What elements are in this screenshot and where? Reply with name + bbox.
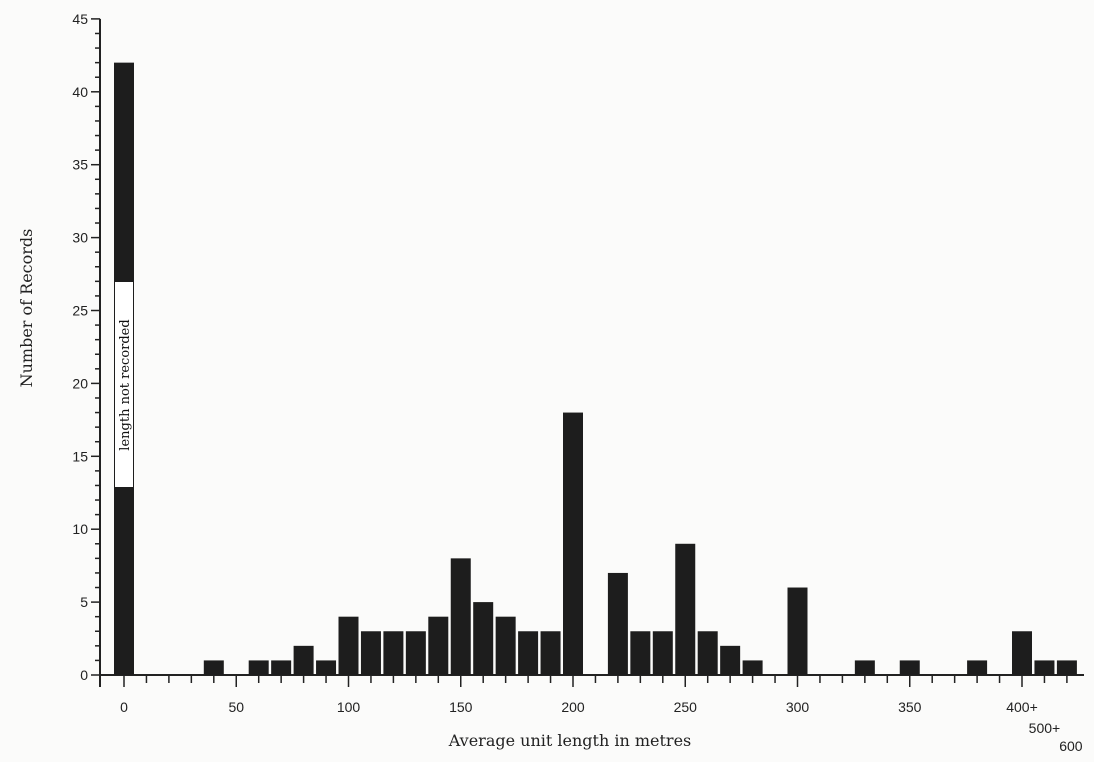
- x-tick-label: 600: [1059, 738, 1083, 754]
- bar: [630, 631, 651, 675]
- y-tick-label: 35: [72, 157, 88, 173]
- annotation-group: length not recorded: [115, 282, 133, 487]
- y-tick-label: 15: [72, 448, 88, 464]
- bar: [338, 616, 359, 675]
- bar: [271, 660, 292, 675]
- x-tick-label: 0: [120, 699, 128, 715]
- annotation-label: length not recorded: [118, 319, 133, 450]
- bar: [899, 660, 920, 675]
- x-tick-label: 150: [449, 699, 473, 715]
- bar: [495, 616, 516, 675]
- bar: [518, 631, 539, 675]
- x-tick-label: 250: [674, 699, 698, 715]
- y-tick-label: 25: [72, 303, 88, 319]
- bar: [675, 543, 696, 675]
- bar: [293, 645, 314, 675]
- bar: [383, 631, 404, 675]
- bar: [742, 660, 763, 675]
- bar: [787, 587, 808, 675]
- bar: [316, 660, 337, 675]
- y-tick-label: 20: [72, 375, 88, 391]
- x-axis: 0 50 100 150 200 250 300 350 400+ 500+ 600: [100, 674, 1084, 754]
- bar: [967, 660, 988, 675]
- bar: [1034, 660, 1055, 675]
- bar: [607, 572, 628, 675]
- bar: [360, 631, 381, 675]
- y-tick-label: 45: [72, 11, 88, 27]
- y-tick-label: 0: [80, 667, 88, 683]
- x-axis-title: Average unit length in metres: [448, 731, 692, 750]
- y-axis: 0 5 10 15 20 25 30 35 40 45: [72, 11, 101, 687]
- bar: [203, 660, 224, 675]
- bar: [1012, 631, 1032, 675]
- bar: [720, 645, 741, 675]
- x-tick-label: 400+: [1006, 699, 1038, 715]
- y-tick-label: 5: [80, 594, 88, 610]
- x-tick-label: 200: [561, 699, 585, 715]
- y-tick-label: 40: [72, 84, 88, 100]
- bar: [248, 660, 269, 675]
- y-tick-label: 10: [72, 521, 88, 537]
- annotation-background: [115, 282, 133, 487]
- bar: [428, 616, 449, 675]
- x-tick-label: 100: [337, 699, 361, 715]
- bar: [854, 660, 875, 675]
- x-tick-label: 500+: [1029, 720, 1061, 736]
- bar: [697, 631, 718, 675]
- y-axis-title: Number of Records: [17, 229, 36, 388]
- x-tick-label: 300: [786, 699, 810, 715]
- bar: [450, 558, 471, 675]
- x-tick-label: 50: [228, 699, 244, 715]
- bars-group: [114, 62, 1077, 675]
- y-tick-label: 30: [72, 230, 88, 246]
- x-tick-label: 350: [898, 699, 922, 715]
- bar: [405, 631, 426, 675]
- bar: [1056, 660, 1077, 675]
- bar: [652, 631, 673, 675]
- bar: [473, 602, 494, 675]
- bar: [563, 412, 583, 675]
- bar: [540, 631, 561, 675]
